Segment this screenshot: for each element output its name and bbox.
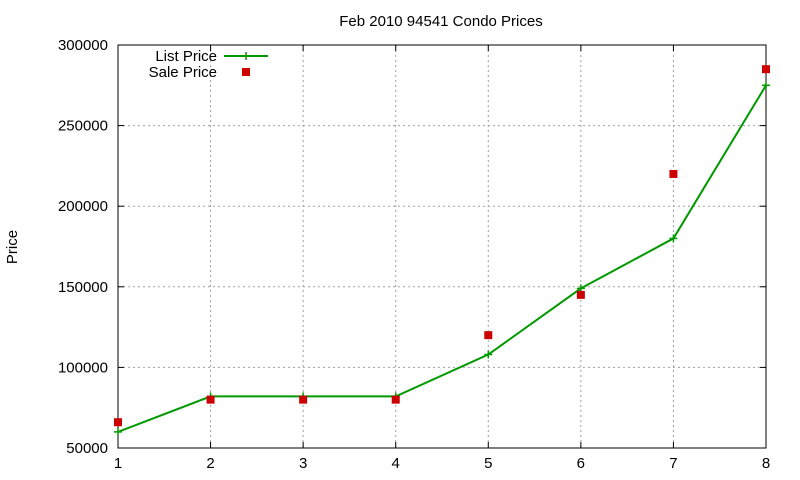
list-price-point: [762, 81, 770, 90]
legend-label-sale-price: Sale Price: [149, 64, 217, 81]
sale-price-point: [484, 331, 493, 340]
list-price-point: [114, 427, 122, 436]
x-tick-label: 5: [484, 455, 492, 472]
x-tick-label: 4: [392, 455, 400, 472]
data-series: [114, 65, 770, 436]
x-tick-label: 7: [669, 455, 677, 472]
y-tick-label: 50000: [66, 440, 108, 457]
sale-price-point: [576, 290, 585, 299]
legend-marker-list-price: [242, 52, 250, 60]
list-price-point: [669, 234, 678, 243]
x-tick-label: 6: [577, 455, 585, 472]
x-tick-label: 8: [762, 455, 770, 472]
list-price-point: [484, 350, 493, 359]
legend-swatch-sale-price: [242, 68, 250, 76]
y-tick-label: 250000: [58, 118, 108, 135]
y-tick-label: 300000: [58, 37, 108, 54]
plot-frame: [117, 44, 767, 449]
legend-label-list-price: List Price: [155, 48, 217, 65]
sale-price-point: [206, 395, 215, 404]
sale-price-point: [299, 395, 308, 404]
chart-title: Feb 2010 94541 Condo Prices: [339, 13, 542, 30]
x-tick-label: 3: [299, 455, 307, 472]
grid-lines: [118, 45, 766, 448]
sale-price-point: [669, 169, 678, 178]
sale-price-point: [391, 395, 400, 404]
axes: 1 2 3 4 5 6 7 8 50000 100000 150000 200000 250000 300…: [58, 37, 770, 472]
x-tick-label: 1: [114, 455, 122, 472]
x-tick-label: 2: [206, 455, 214, 472]
y-tick-label: 200000: [58, 198, 108, 215]
series-line-list-price: [117, 84, 767, 433]
y-axis-label: Price: [4, 230, 21, 264]
legend: List Price Sale Price: [149, 48, 268, 81]
sale-price-point: [114, 418, 122, 427]
sale-price-point: [762, 65, 770, 74]
y-tick-label: 150000: [58, 279, 108, 296]
y-tick-label: 100000: [58, 359, 108, 376]
